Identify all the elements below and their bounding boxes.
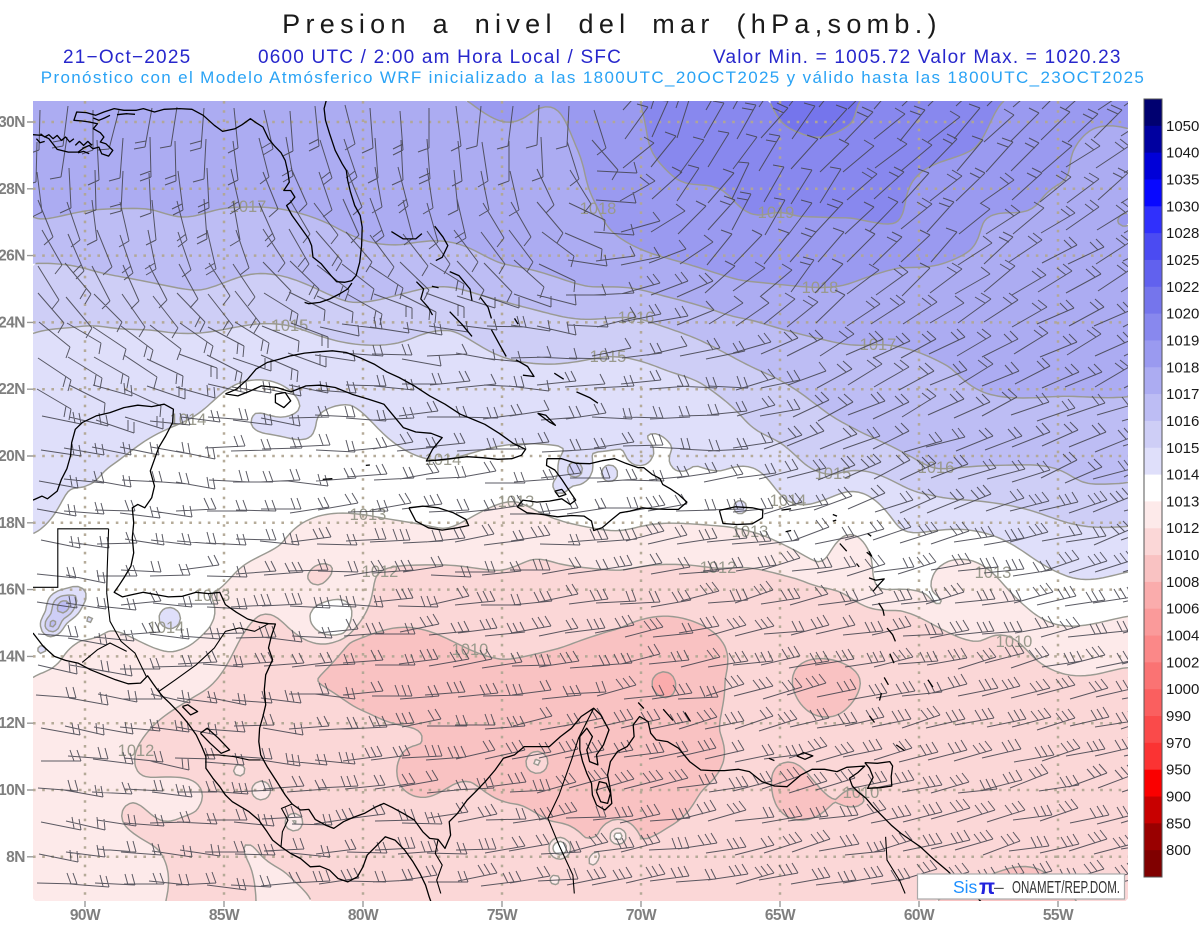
svg-text:1013: 1013: [350, 506, 387, 524]
svg-text:21−Oct−2025: 21−Oct−2025: [63, 47, 191, 68]
svg-text:1019: 1019: [758, 204, 795, 222]
svg-text:60W: 60W: [904, 907, 935, 924]
svg-text:20N: 20N: [0, 448, 25, 465]
svg-text:12N: 12N: [0, 715, 25, 732]
svg-text:75W: 75W: [487, 907, 518, 924]
svg-text:Sis: Sis: [953, 877, 978, 897]
svg-text:55W: 55W: [1043, 907, 1074, 924]
svg-text:970: 970: [1166, 735, 1191, 752]
svg-text:8N: 8N: [6, 849, 25, 866]
svg-text:1017: 1017: [1166, 386, 1199, 403]
svg-text:1035: 1035: [1166, 172, 1199, 189]
svg-text:1010: 1010: [1166, 547, 1199, 564]
svg-text:1012: 1012: [1166, 520, 1199, 537]
svg-text:1025: 1025: [1166, 252, 1199, 269]
svg-text:1013: 1013: [1166, 493, 1199, 510]
svg-text:1014: 1014: [1166, 467, 1199, 484]
svg-text:1000: 1000: [1166, 681, 1199, 698]
svg-text:1002: 1002: [1166, 654, 1199, 671]
svg-text:990: 990: [1166, 708, 1191, 725]
svg-text:900: 900: [1166, 789, 1191, 806]
svg-text:1016: 1016: [618, 309, 655, 327]
svg-text:80W: 80W: [348, 907, 379, 924]
svg-text:70W: 70W: [626, 907, 657, 924]
svg-text:1008: 1008: [1166, 574, 1199, 591]
svg-text:1013: 1013: [732, 523, 769, 541]
svg-text:0600 UTC / 2:00 am Hora Local: 0600 UTC / 2:00 am Hora Local / SFC: [258, 47, 622, 68]
svg-text:Presion a nivel del mar (hPa,s: Presion a nivel del mar (hPa,somb.): [282, 9, 942, 39]
svg-text:950: 950: [1166, 762, 1191, 779]
svg-text:1010: 1010: [996, 633, 1033, 651]
svg-text:1050: 1050: [1166, 118, 1199, 135]
svg-text:Pronóstico con el Modelo Atmós: Pronóstico con el Modelo Atmósferico WRF…: [41, 68, 1145, 87]
svg-text:18N: 18N: [0, 515, 25, 532]
svg-text:90W: 90W: [70, 907, 101, 924]
svg-text:1028: 1028: [1166, 225, 1199, 242]
svg-text:ONAMET/REP.DOM.: ONAMET/REP.DOM.: [1012, 877, 1120, 897]
svg-text:1018: 1018: [580, 200, 617, 218]
svg-text:1013: 1013: [194, 587, 231, 605]
svg-text:24N: 24N: [0, 314, 25, 331]
svg-text:π: π: [979, 876, 995, 899]
svg-text:Valor Min. = 1005.72 Valor Ma: Valor Min. = 1005.72 Valor Max. = 1020.2…: [713, 47, 1122, 68]
svg-text:28N: 28N: [0, 181, 25, 198]
svg-text:–: –: [994, 877, 1004, 897]
svg-text:10N: 10N: [0, 782, 25, 799]
svg-text:1013: 1013: [975, 564, 1012, 582]
svg-text:850: 850: [1166, 815, 1191, 832]
svg-text:22N: 22N: [0, 381, 25, 398]
svg-text:1006: 1006: [1166, 601, 1199, 618]
svg-text:1022: 1022: [1166, 279, 1199, 296]
svg-text:1010: 1010: [452, 641, 489, 659]
svg-text:1017: 1017: [860, 336, 897, 354]
svg-text:1015: 1015: [1166, 440, 1199, 457]
svg-text:800: 800: [1166, 842, 1191, 859]
svg-text:1016: 1016: [918, 459, 955, 477]
svg-text:1015: 1015: [272, 317, 309, 335]
svg-text:1012: 1012: [118, 742, 155, 760]
svg-text:1004: 1004: [1166, 628, 1199, 645]
svg-text:14N: 14N: [0, 648, 25, 665]
svg-text:1019: 1019: [1166, 332, 1199, 349]
svg-text:65W: 65W: [765, 907, 796, 924]
svg-text:1016: 1016: [1166, 413, 1199, 430]
svg-text:85W: 85W: [209, 907, 240, 924]
svg-text:1018: 1018: [1166, 359, 1199, 376]
svg-text:26N: 26N: [0, 248, 25, 265]
svg-text:1013: 1013: [498, 493, 535, 511]
svg-text:1040: 1040: [1166, 145, 1199, 162]
svg-text:1020: 1020: [1166, 306, 1199, 323]
svg-text:30N: 30N: [0, 114, 25, 131]
svg-text:1030: 1030: [1166, 198, 1199, 215]
svg-text:16N: 16N: [0, 582, 25, 599]
svg-text:1014: 1014: [170, 411, 207, 429]
